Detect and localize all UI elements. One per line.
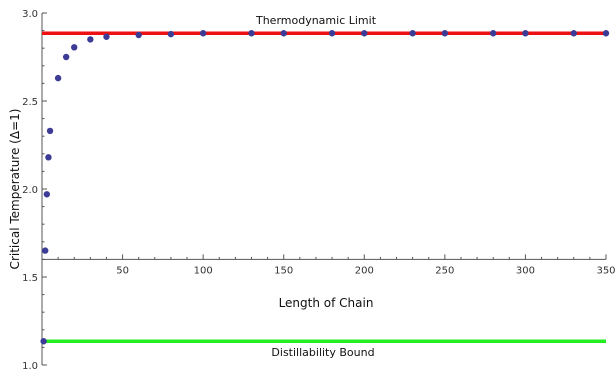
data-points [40,30,610,345]
y-axis-title: Critical Temperature (Δ=1) [8,109,22,270]
x-tick-label: 300 [516,265,535,276]
data-point [46,127,54,135]
data-point [40,338,47,345]
data-point [602,30,610,37]
y-tick-label: 2.5 [22,97,38,108]
y-tick-label: 1.0 [22,361,38,370]
x-tick-label: 150 [274,265,293,276]
y-tick-label: 3.0 [22,9,38,20]
data-point [62,53,70,61]
data-point [42,247,49,254]
x-tick-label: 350 [596,265,615,276]
data-point [167,30,175,38]
x-tick-label: 100 [194,265,213,276]
data-point [441,30,449,37]
data-point [103,33,110,40]
thermodynamic-limit-label: Thermodynamic Limit [255,14,377,27]
data-point [43,191,51,198]
x-tick-label: 200 [355,265,374,276]
y-tick-label: 1.5 [22,273,38,284]
data-point [71,44,78,51]
data-point [45,154,52,161]
data-point [570,30,577,37]
data-point [248,30,255,37]
axes [41,13,606,365]
data-point [328,30,336,37]
data-point [522,30,529,37]
data-point [135,31,142,39]
data-point [54,74,62,82]
data-point [87,36,94,43]
x-tick-label: 50 [116,265,129,276]
x-tick-label: 250 [435,265,454,276]
data-point [280,30,287,37]
data-point [199,30,207,37]
data-point [490,30,497,37]
reference-lines [42,31,606,343]
y-tick-label: 2.0 [22,185,38,196]
distillability-bound-label: Distillability Bound [271,346,374,359]
data-point [361,30,368,37]
x-axis-title: Length of Chain [279,296,374,310]
x-ticks: 50 100 150 200 250 300 350 [57,254,616,276]
data-point [409,30,416,37]
y-ticks: 1.0 1.5 2.0 2.5 3.0 [22,9,47,370]
